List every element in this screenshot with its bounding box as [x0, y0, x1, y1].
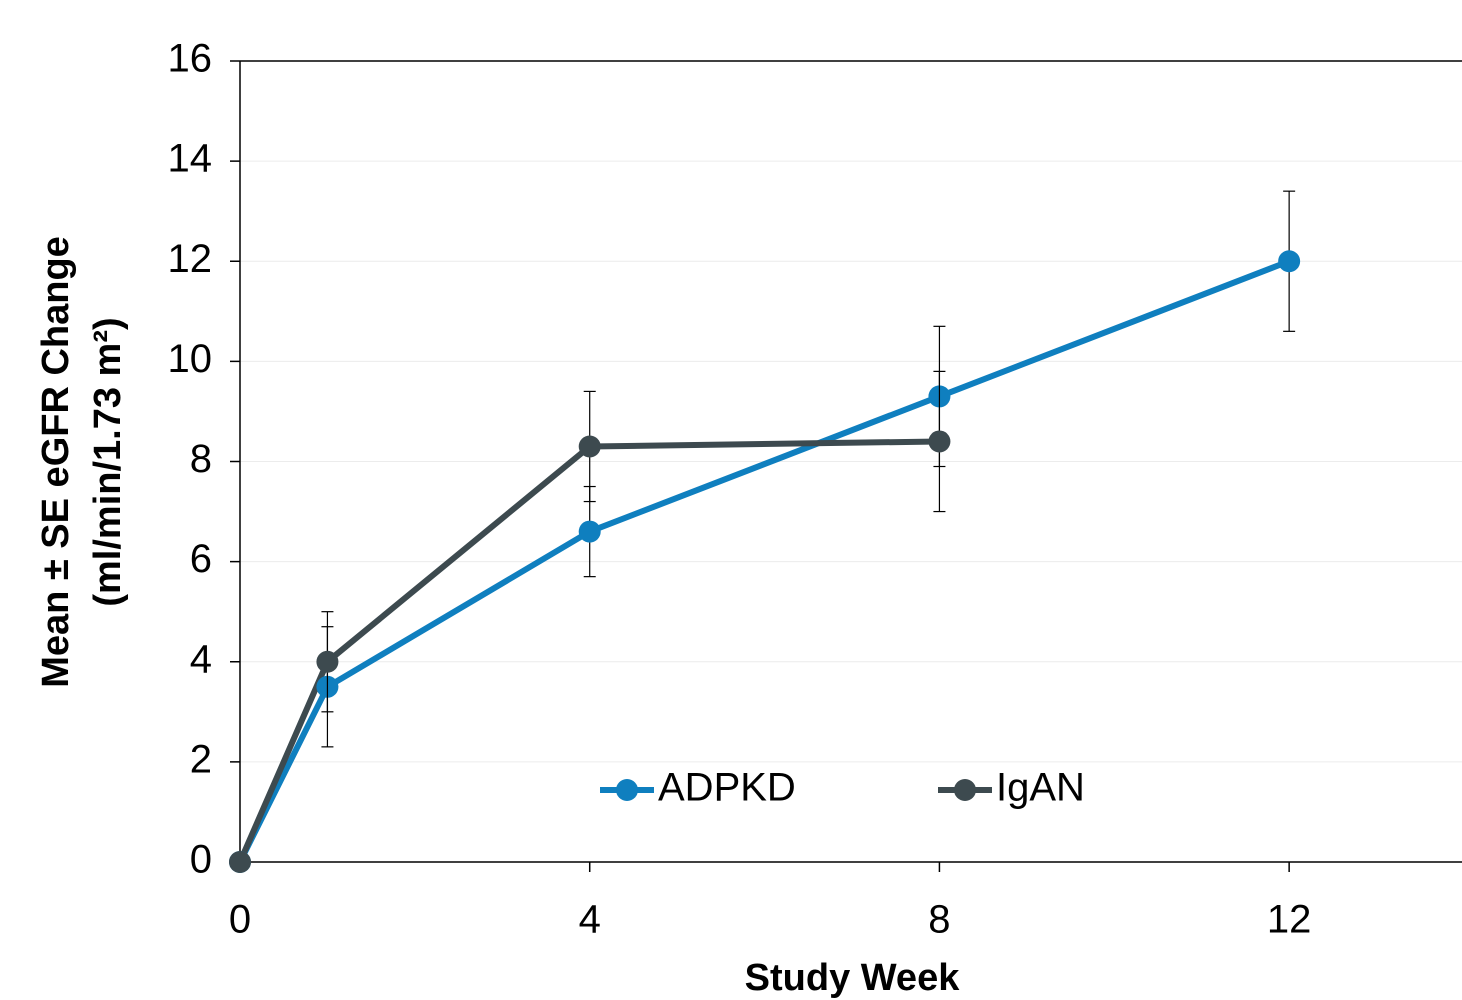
y-axis-title: (ml/min/1.73 m²): [87, 317, 129, 606]
y-tick-label: 14: [168, 137, 213, 181]
legend-label: ADPKD: [658, 766, 796, 810]
y-tick-label: 2: [190, 737, 212, 781]
x-tick-label: 4: [579, 898, 601, 942]
x-tick-label: 0: [229, 898, 251, 942]
series-line: [237, 438, 940, 864]
y-tick-label: 16: [168, 37, 213, 81]
point: [928, 430, 951, 453]
legend-marker: [616, 779, 638, 801]
x-tick-label: 8: [928, 898, 950, 942]
y-tick-label: 10: [168, 337, 213, 381]
x-tick-label: 12: [1267, 898, 1312, 942]
point: [1278, 250, 1301, 273]
y-tick-label: 6: [190, 537, 212, 581]
legend-marker: [954, 779, 976, 801]
point: [316, 650, 339, 673]
legend-label: IgAN: [996, 766, 1085, 810]
point: [578, 520, 601, 543]
point: [229, 851, 251, 873]
y-tick-label: 12: [168, 237, 213, 281]
point: [578, 435, 601, 458]
y-tick-label: 4: [190, 637, 212, 681]
x-axis-title: Study Week: [745, 957, 961, 999]
y-tick-label: 0: [190, 838, 212, 882]
y-axis-title: Mean ± SE eGFR Change: [35, 236, 77, 688]
y-tick-label: 8: [190, 437, 212, 481]
